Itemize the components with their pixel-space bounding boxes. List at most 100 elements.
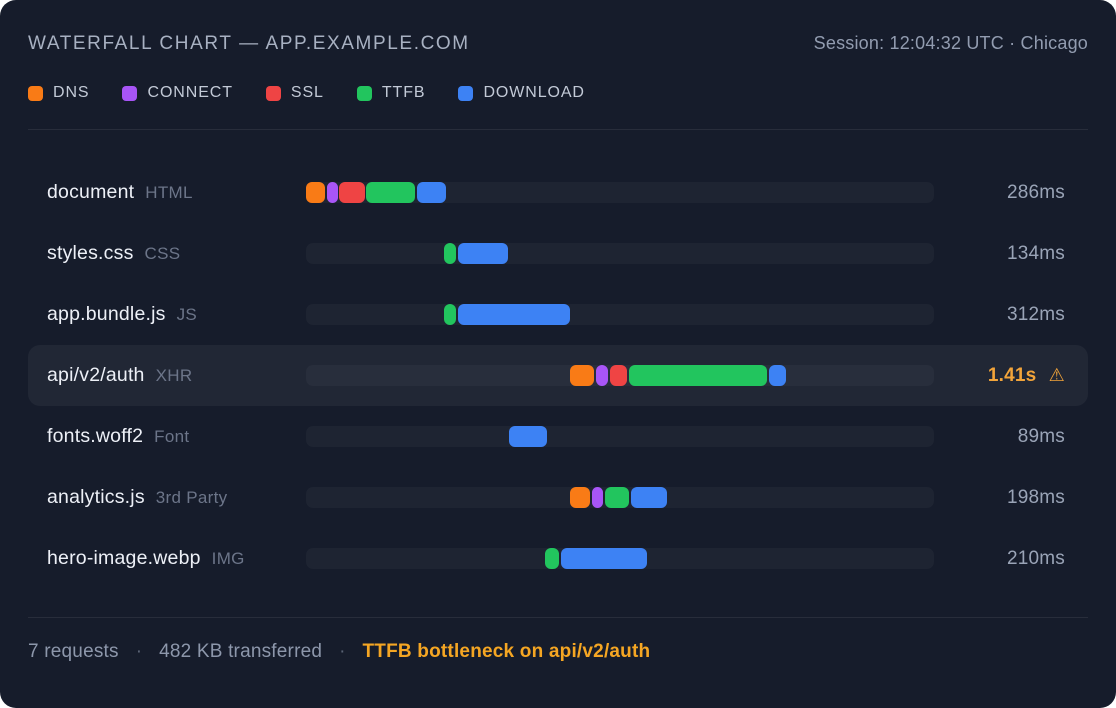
waterfall-row[interactable]: document HTML 286ms ⚠ [28,162,1088,223]
waterfall-row[interactable]: analytics.js 3rd Party 198ms ⚠ [28,467,1088,528]
duration-value: 286ms [1006,181,1065,203]
segment-download [769,365,786,386]
segment-download [509,426,547,447]
legend-item-ssl[interactable]: SSL [265,84,324,102]
request-label: app.bundle.js JS [47,303,306,326]
legend-swatch-download [458,85,474,101]
request-type: IMG [211,549,245,568]
request-label: fonts.woff2 Font [47,425,306,448]
segment-ttfb [605,487,629,508]
duration-value: 89ms [1017,425,1065,447]
page-title: WATERFALL CHART — APP.EXAMPLE.COM [28,33,470,54]
request-duration: 1.41s ⚠ [934,365,1069,387]
dot-separator: · [135,641,143,662]
request-label: document HTML [47,181,306,204]
segment-ttfb [366,182,415,203]
legend-label: DOWNLOAD [483,84,585,101]
waterfall-row[interactable]: fonts.woff2 Font 89ms ⚠ [28,406,1088,467]
header-divider [28,129,1088,130]
segment-download [631,487,667,508]
request-rows: document HTML 286ms ⚠ styles.css CSS 134… [28,162,1088,589]
waterfall-row[interactable]: styles.css CSS 134ms ⚠ [28,223,1088,284]
request-duration: 312ms ⚠ [934,304,1069,326]
segment-dns [570,487,590,508]
legend-item-ttfb[interactable]: TTFB [356,84,426,102]
timing-track [306,182,934,203]
legend-item-download[interactable]: DOWNLOAD [458,84,584,102]
segment-dns [306,182,325,203]
request-type: 3rd Party [155,488,228,507]
request-duration: 89ms ⚠ [934,426,1069,448]
request-label: api/v2/auth XHR [47,364,306,387]
segment-ssl [610,365,627,386]
segment-ttfb [444,304,456,325]
segment-ttfb [545,548,559,569]
legend-label: CONNECT [147,84,233,101]
timing-track [306,243,934,264]
summary-footer: 7 requests · 482 KB transferred · TTFB b… [28,641,1088,663]
request-name: styles.css [47,242,134,264]
segment-connect [327,182,338,203]
waterfall-row[interactable]: app.bundle.js JS 312ms ⚠ [28,284,1088,345]
segment-download [458,243,508,264]
legend-label: DNS [53,84,90,101]
timing-track [306,426,934,447]
panel-header: WATERFALL CHART — APP.EXAMPLE.COM Sessio… [28,33,1088,55]
segment-ttfb [629,365,767,386]
duration-value: 134ms [1006,242,1065,264]
request-duration: 210ms ⚠ [934,548,1069,570]
request-type: Font [154,427,190,446]
segment-download [561,548,647,569]
request-name: document [47,181,135,203]
legend-swatch-connect [122,85,138,101]
transferred-size: 482 KB transferred [159,641,323,662]
waterfall-row[interactable]: hero-image.webp IMG 210ms ⚠ [28,528,1088,589]
dot-separator: · [339,641,346,662]
timing-track [306,304,934,325]
request-name: app.bundle.js [47,303,166,325]
segment-dns [570,365,594,386]
request-type: CSS [144,244,181,263]
duration-value: 198ms [1006,486,1065,508]
warning-icon: ⚠ [1043,364,1065,385]
footer-divider [28,617,1088,618]
request-duration: 134ms ⚠ [934,243,1069,265]
session-info: Session: 12:04:32 UTC · Chicago [813,33,1088,53]
segment-ssl [339,182,365,203]
request-name: fonts.woff2 [47,425,144,447]
duration-value: 210ms [1006,547,1065,569]
request-type: XHR [155,366,193,385]
legend-label: SSL [290,84,324,101]
segment-download [458,304,570,325]
request-duration: 286ms ⚠ [934,182,1069,204]
timing-track [306,365,934,386]
request-type: JS [176,305,198,324]
phase-legend: DNS CONNECT SSL TTFB DOWNLOAD [28,84,1088,102]
timing-track [306,487,934,508]
request-label: analytics.js 3rd Party [47,486,306,509]
request-name: api/v2/auth [47,364,145,386]
legend-label: TTFB [381,84,426,101]
request-label: styles.css CSS [47,242,306,265]
bottleneck-alert: TTFB bottleneck on api/v2/auth [362,641,651,662]
waterfall-row[interactable]: api/v2/auth XHR 1.41s ⚠ [28,345,1088,406]
segment-connect [596,365,608,386]
segment-ttfb [444,243,456,264]
legend-swatch-ttfb [356,85,372,101]
request-label: hero-image.webp IMG [47,547,306,570]
request-name: analytics.js [47,486,145,508]
request-duration: 198ms ⚠ [934,487,1069,509]
timing-track [306,548,934,569]
duration-value: 1.41s [987,364,1037,386]
legend-swatch-dns [28,85,43,101]
legend-item-dns[interactable]: DNS [28,84,89,102]
request-name: hero-image.webp [47,547,201,569]
legend-item-connect[interactable]: CONNECT [122,84,232,102]
segment-download [417,182,446,203]
request-count: 7 requests [28,641,119,662]
duration-value: 312ms [1006,303,1065,325]
request-type: HTML [145,183,193,202]
segment-connect [592,487,603,508]
legend-swatch-ssl [265,85,281,101]
